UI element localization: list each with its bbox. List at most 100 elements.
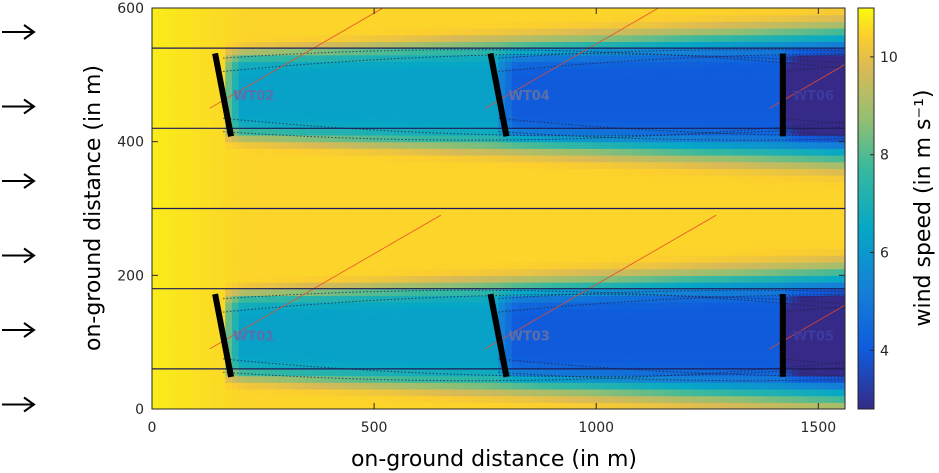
heatmap-cell	[185, 288, 193, 296]
heatmap-cell	[458, 114, 466, 123]
heatmap-cell	[371, 402, 380, 409]
heatmap-cell	[511, 121, 520, 129]
heatmap-cell	[511, 228, 520, 236]
heatmap-cell	[305, 195, 313, 203]
heatmap-cell	[498, 388, 506, 397]
heatmap-cell	[691, 302, 699, 310]
heatmap-cell	[271, 68, 280, 76]
heatmap-cell	[465, 148, 473, 156]
heatmap-cell	[525, 108, 533, 116]
heatmap-cell	[371, 275, 380, 283]
heatmap-cell	[685, 195, 693, 203]
heatmap-cell	[185, 94, 193, 103]
heatmap-cell	[578, 348, 586, 357]
heatmap-cell	[191, 368, 200, 377]
heatmap-cell	[358, 121, 366, 129]
heatmap-cell	[685, 375, 693, 383]
heatmap-cell	[505, 74, 513, 83]
heatmap-cell	[558, 295, 566, 303]
heatmap-cell	[571, 101, 580, 109]
heatmap-cell	[178, 248, 186, 256]
heatmap-cell	[285, 168, 293, 176]
heatmap-cell	[505, 275, 513, 283]
heatmap-cell	[325, 54, 333, 63]
heatmap-cell	[198, 228, 206, 236]
heatmap-cell	[331, 362, 340, 370]
heatmap-cell	[291, 41, 300, 49]
heatmap-cell	[271, 402, 280, 409]
heatmap-cell	[578, 175, 586, 183]
heatmap-cell	[431, 382, 440, 390]
heatmap-cell	[325, 368, 333, 377]
heatmap-cell	[225, 288, 233, 296]
heatmap-cell	[158, 94, 166, 103]
heatmap-cell	[471, 215, 480, 223]
heatmap-cell	[671, 34, 680, 43]
heatmap-cell	[545, 148, 553, 156]
heatmap-cell	[211, 322, 220, 330]
heatmap-cell	[518, 221, 526, 230]
heatmap-cell	[291, 261, 300, 270]
heatmap-cell	[205, 382, 213, 390]
heatmap-cell	[618, 94, 626, 103]
heatmap-cell	[618, 68, 626, 76]
heatmap-cell	[285, 181, 293, 190]
heatmap-cell	[705, 388, 713, 397]
heatmap-cell	[231, 322, 240, 330]
heatmap-cell	[691, 228, 699, 236]
heatmap-cell	[571, 221, 580, 230]
heatmap-cell	[665, 275, 673, 283]
heatmap-cell	[351, 241, 360, 250]
heatmap-cell	[431, 28, 440, 36]
heatmap-cell	[418, 235, 426, 243]
heatmap-cell	[385, 121, 393, 129]
heatmap-cell	[618, 188, 626, 196]
heatmap-cell	[465, 282, 473, 290]
heatmap-cell	[171, 215, 180, 223]
heatmap-cell	[345, 315, 353, 323]
heatmap-cell	[651, 101, 660, 109]
heatmap-cell	[225, 41, 233, 49]
heatmap-cell	[671, 275, 680, 283]
heatmap-cell	[638, 302, 646, 310]
heatmap-cell	[445, 261, 453, 270]
heatmap-cell	[371, 322, 380, 330]
heatmap-cell	[671, 8, 680, 16]
heatmap-cell	[205, 54, 213, 63]
heatmap-cell	[345, 48, 353, 56]
heatmap-cell	[318, 241, 326, 250]
heatmap-cell	[251, 228, 260, 236]
heatmap-cell	[251, 101, 260, 109]
heatmap-cell	[225, 382, 233, 390]
heatmap-cell	[705, 402, 713, 409]
heatmap-cell	[651, 94, 660, 103]
heatmap-cell	[431, 101, 440, 109]
heatmap-cell	[378, 201, 386, 210]
heatmap-cell	[671, 295, 680, 303]
heatmap-cell	[698, 342, 706, 350]
heatmap-cell	[178, 235, 186, 243]
heatmap-cell	[371, 302, 380, 310]
heatmap-cell	[205, 215, 213, 223]
heatmap-cell	[371, 175, 380, 183]
heatmap-cell	[505, 295, 513, 303]
heatmap-cell	[445, 268, 453, 276]
heatmap-cell	[645, 308, 653, 317]
heatmap-cell	[152, 362, 160, 370]
heatmap-cell	[358, 141, 366, 149]
heatmap-cell	[311, 308, 320, 317]
heatmap-cell	[171, 201, 180, 210]
heatmap-cell	[658, 28, 666, 36]
heatmap-cell	[185, 155, 193, 163]
heatmap-cell	[571, 382, 580, 390]
heatmap-cell	[458, 248, 466, 256]
heatmap-cell	[565, 181, 573, 190]
heatmap-cell	[625, 342, 633, 350]
heatmap-cell	[311, 41, 320, 49]
heatmap-cell	[645, 114, 653, 123]
heatmap-cell	[178, 175, 186, 183]
heatmap-cell	[631, 128, 640, 136]
heatmap-cell	[478, 288, 486, 296]
heatmap-cell	[631, 235, 640, 243]
heatmap-cell	[211, 362, 220, 370]
